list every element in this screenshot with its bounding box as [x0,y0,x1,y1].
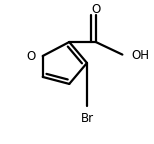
Text: O: O [91,3,100,16]
Text: Br: Br [80,112,93,125]
Text: O: O [26,50,36,63]
Text: OH: OH [131,50,149,62]
